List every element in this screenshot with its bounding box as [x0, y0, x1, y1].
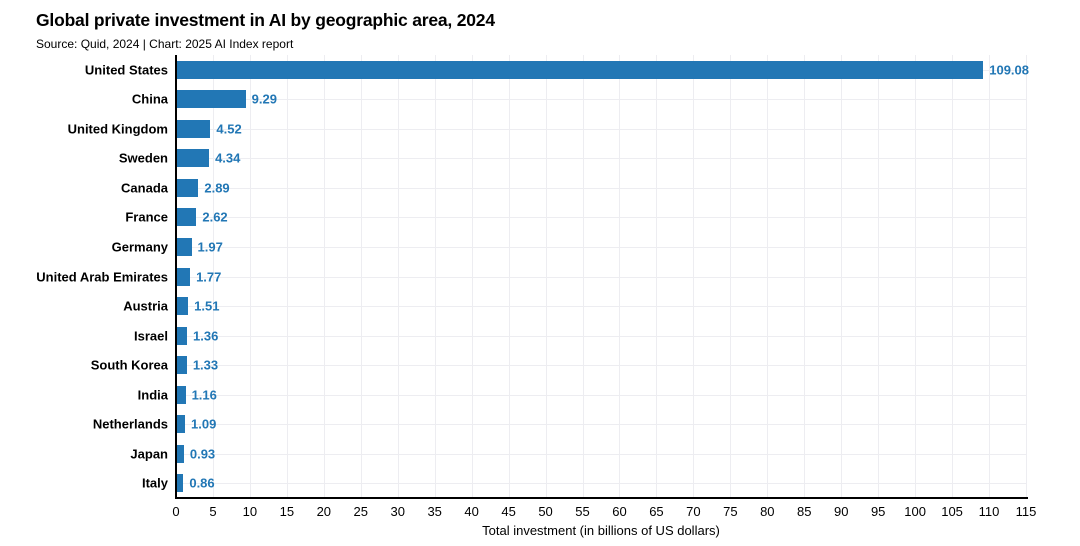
category-label: Italy [141, 475, 168, 491]
category-label: United Kingdom [67, 121, 168, 137]
x-tick-label: 15 [279, 504, 295, 519]
x-tick-label: 95 [870, 504, 886, 519]
gridline-horizontal [177, 394, 1026, 396]
gridline-horizontal [177, 453, 1026, 455]
x-tick-label: 5 [209, 504, 217, 519]
value-label: 0.86 [189, 475, 215, 491]
gridline-horizontal [177, 335, 1026, 337]
value-label: 1.16 [191, 387, 217, 403]
x-tick-label: 50 [538, 504, 553, 519]
bar [177, 149, 210, 168]
bar [177, 326, 188, 345]
gridline-horizontal [177, 276, 1026, 278]
gridline-horizontal [177, 158, 1026, 160]
gridline-horizontal [177, 128, 1026, 130]
x-tick-label: 75 [723, 504, 738, 519]
gridline-horizontal [177, 483, 1026, 485]
value-label: 1.77 [196, 269, 222, 284]
gridline-horizontal [177, 306, 1026, 308]
category-label: Sweden [118, 150, 168, 166]
gridline-horizontal [177, 187, 1026, 189]
x-tick-label: 115 [1015, 504, 1037, 519]
x-tick-label: 65 [649, 504, 664, 519]
category-label: China [131, 91, 168, 107]
x-tick-label: 80 [760, 504, 775, 519]
x-tick-label: 0 [172, 504, 180, 519]
category-label: Japan [130, 446, 168, 462]
category-label: Austria [123, 298, 168, 314]
category-label: Germany [111, 239, 168, 255]
value-label: 4.52 [216, 121, 242, 137]
category-label: South Korea [90, 357, 168, 373]
x-tick-label: 25 [353, 504, 369, 519]
x-tick-label: 85 [797, 504, 812, 519]
chart-title: Global private investment in AI by geogr… [36, 10, 495, 30]
value-label: 1.51 [194, 298, 220, 314]
value-label: 4.34 [215, 150, 241, 166]
x-axis-title: Total investment (in billions of US doll… [482, 523, 720, 538]
x-tick-label: 30 [390, 504, 405, 519]
category-label: Netherlands [92, 416, 168, 432]
bar [177, 90, 246, 109]
value-label: 109.08 [989, 62, 1029, 78]
bar [177, 237, 192, 256]
value-label: 1.33 [192, 357, 219, 373]
x-tick-label: 100 [904, 504, 926, 519]
bar [177, 119, 211, 138]
category-label: Israel [134, 328, 168, 344]
value-label: 9.29 [251, 91, 277, 107]
bar [177, 208, 197, 227]
gridline-horizontal [177, 246, 1026, 248]
bar [177, 444, 184, 463]
x-tick-label: 70 [686, 504, 701, 519]
bar [177, 356, 187, 375]
gridline-horizontal [177, 424, 1026, 426]
gridline-horizontal [177, 217, 1026, 219]
gridline-horizontal [177, 365, 1026, 367]
x-tick-label: 20 [316, 504, 332, 519]
category-label: United States [84, 62, 168, 78]
x-tick-label: 10 [242, 504, 258, 519]
bar [177, 178, 199, 197]
bar [177, 474, 184, 493]
value-label: 0.93 [189, 446, 216, 462]
gridline-horizontal [177, 99, 1026, 101]
gridline-vertical [1026, 55, 1027, 498]
category-label: France [125, 209, 168, 225]
x-tick-label: 35 [427, 504, 442, 519]
value-label: 2.62 [202, 209, 228, 225]
bar [177, 415, 186, 434]
category-label: Canada [121, 180, 168, 196]
bar [177, 267, 191, 286]
bar [177, 297, 189, 316]
bar [177, 385, 186, 404]
x-tick-label: 60 [612, 504, 627, 519]
x-tick-label: 105 [941, 504, 963, 519]
x-tick-label: 110 [978, 504, 1000, 519]
value-label: 1.97 [197, 239, 223, 255]
value-label: 2.89 [204, 180, 230, 196]
x-tick-label: 55 [575, 504, 590, 519]
value-label: 1.09 [191, 416, 217, 432]
x-tick-label: 40 [464, 504, 479, 519]
value-label: 1.36 [193, 328, 219, 344]
category-label: United Arab Emirates [36, 269, 168, 284]
x-axis-line [175, 497, 1028, 499]
chart-source: Source: Quid, 2024 | Chart: 2025 AI Inde… [36, 37, 294, 51]
bar [177, 60, 984, 79]
x-tick-label: 90 [833, 504, 849, 519]
category-label: India [137, 387, 168, 403]
x-tick-label: 45 [501, 504, 516, 519]
y-axis-line [175, 55, 177, 499]
